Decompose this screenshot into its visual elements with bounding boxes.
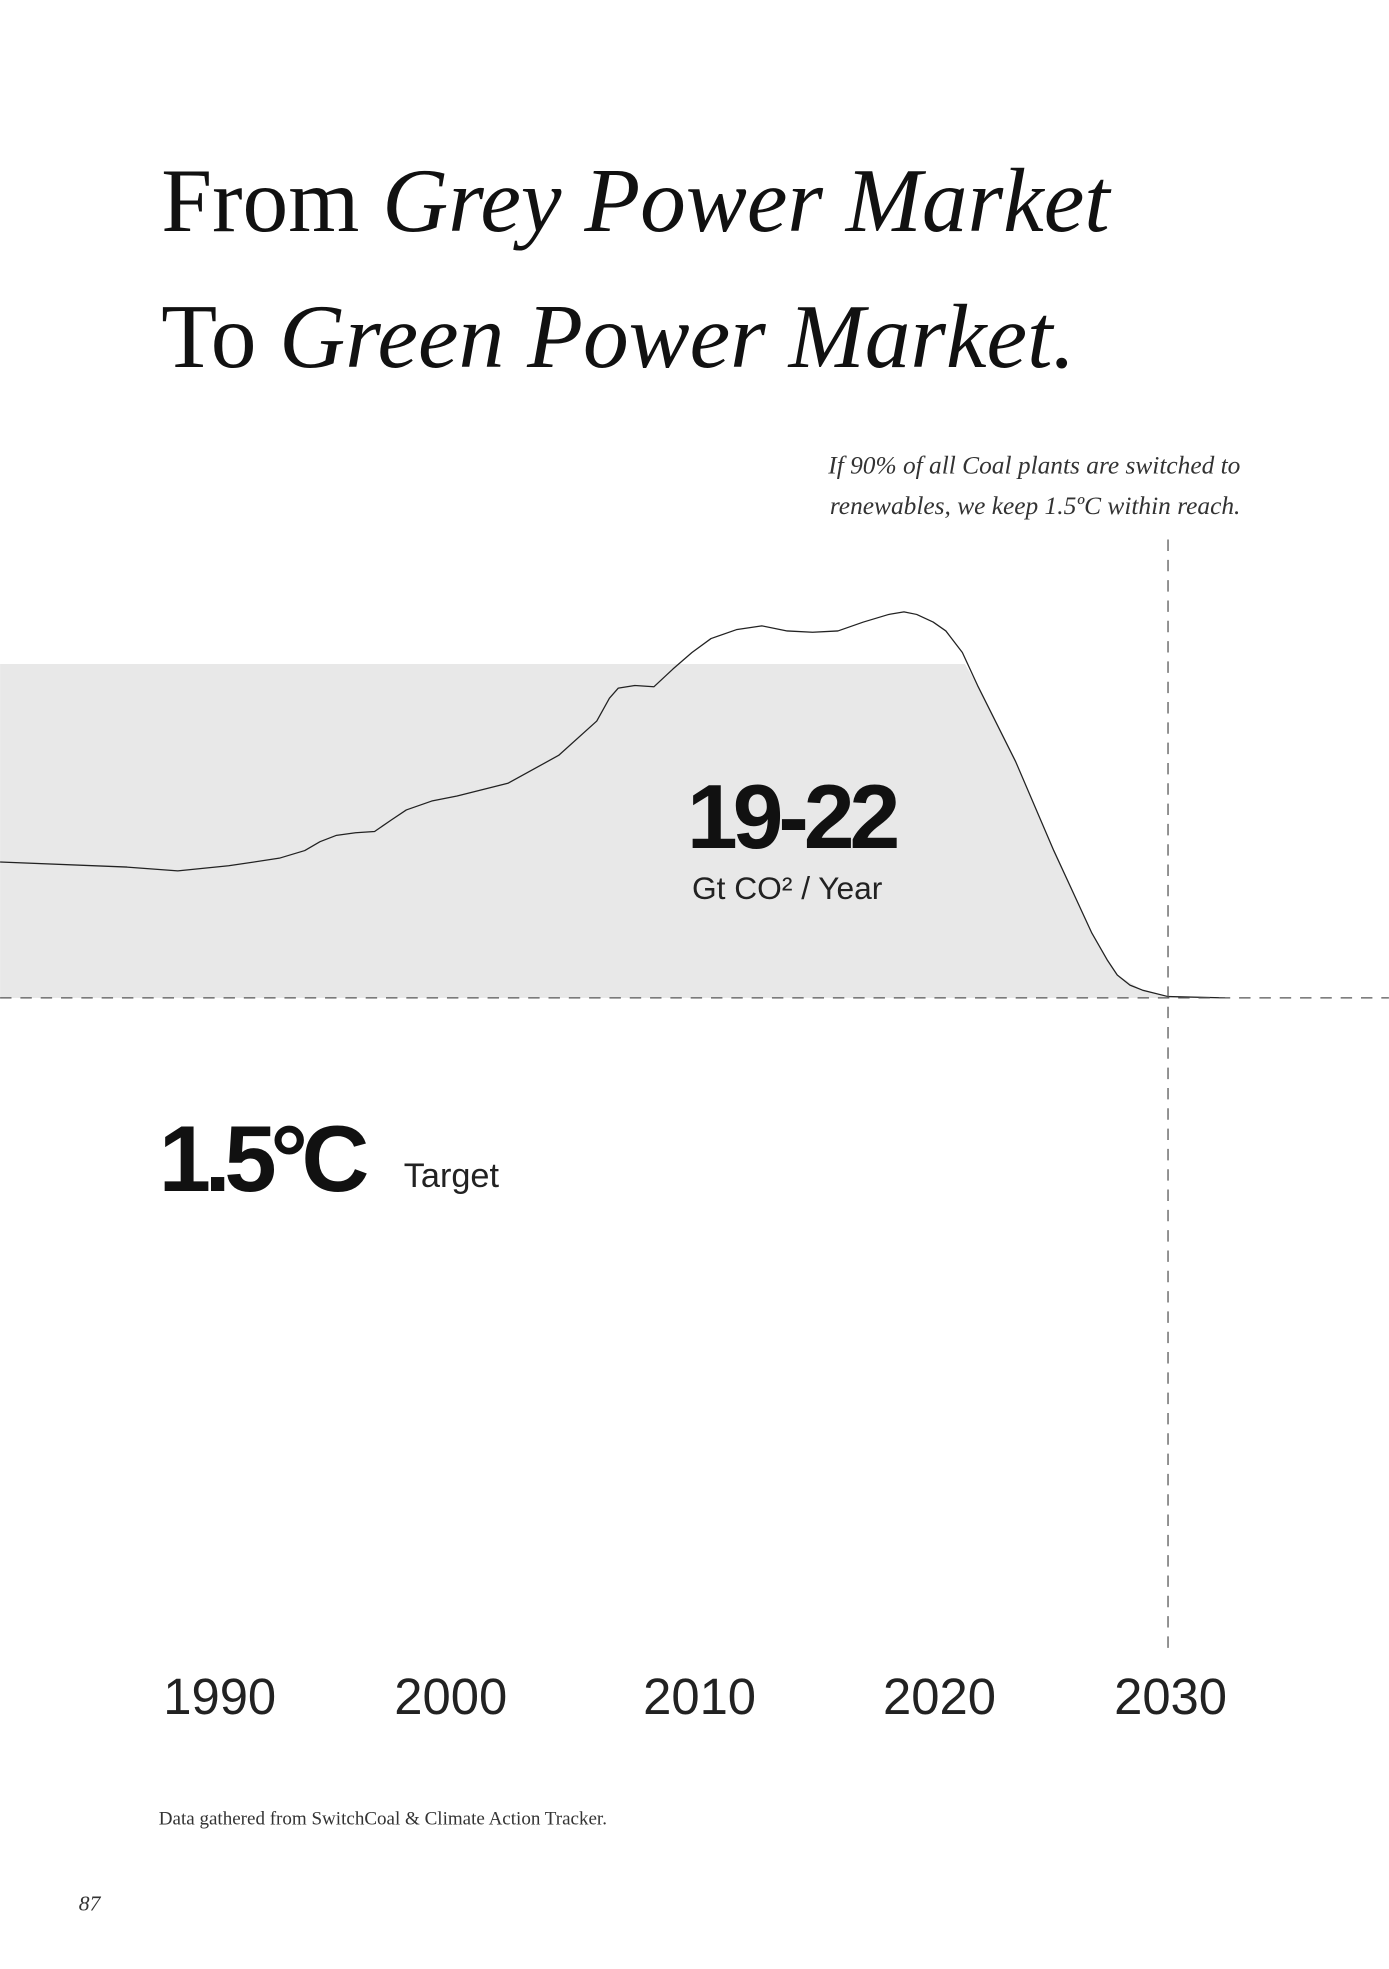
title-italic: Grey Power Market xyxy=(382,150,1112,251)
title-plain: To xyxy=(161,286,256,387)
emission-band xyxy=(0,663,1169,998)
note-line: If 90% of all Coal plants are switched t… xyxy=(827,452,1240,480)
year-label: 2030 xyxy=(1114,1668,1227,1725)
title-plain: From xyxy=(161,150,359,251)
note-line: renewables, we keep 1.5ºC within reach. xyxy=(830,492,1241,520)
emissions-unit: Gt CO² / Year xyxy=(692,870,883,906)
title-line: From Grey Power Market xyxy=(161,150,1112,251)
emissions-value: 19-22 xyxy=(687,766,898,868)
target-label: Target xyxy=(404,1157,500,1195)
title-line: To Green Power Market. xyxy=(161,286,1075,387)
source-note: Data gathered from SwitchCoal & Climate … xyxy=(159,1808,607,1829)
year-label: 2010 xyxy=(643,1668,756,1725)
target-value: 1.5°C xyxy=(159,1106,368,1211)
year-label: 2020 xyxy=(883,1668,996,1725)
year-label: 1990 xyxy=(163,1668,276,1725)
page-number: 87 xyxy=(79,1892,102,1916)
year-label: 2000 xyxy=(394,1668,507,1725)
title-italic: Green Power Market. xyxy=(279,286,1075,387)
emission-curve xyxy=(0,611,1226,999)
